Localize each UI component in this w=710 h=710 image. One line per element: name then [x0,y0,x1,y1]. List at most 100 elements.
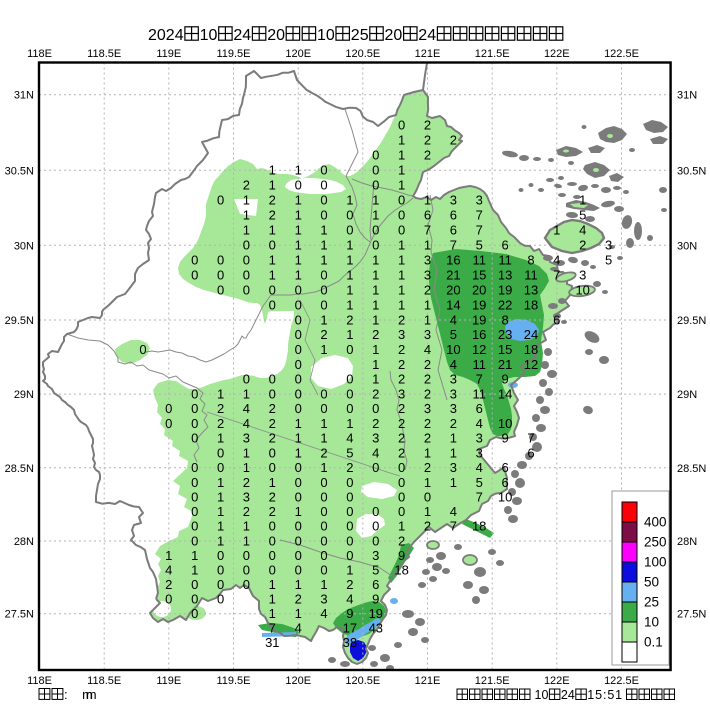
svg-text:0: 0 [243,253,250,268]
svg-text:1: 1 [424,297,431,312]
svg-text:29.5N: 29.5N [5,315,34,327]
svg-text:20: 20 [472,283,486,298]
svg-text:1: 1 [424,193,431,208]
svg-text:2: 2 [424,357,431,372]
svg-text:100: 100 [644,555,667,570]
svg-text:0: 0 [346,548,353,563]
svg-text:1: 1 [398,253,405,268]
svg-text:3: 3 [424,253,431,268]
svg-text:20: 20 [446,283,460,298]
svg-text:1: 1 [398,178,405,193]
svg-text:0: 0 [217,592,224,607]
svg-text:120E: 120E [285,675,311,687]
svg-text:0: 0 [295,533,302,548]
svg-text:4: 4 [424,342,431,357]
svg-text:0: 0 [372,223,379,238]
svg-text:mm: mm [82,687,97,702]
svg-text:1: 1 [295,431,302,446]
svg-text:18: 18 [472,519,486,534]
svg-text:6: 6 [501,460,508,475]
svg-text:118.5E: 118.5E [87,48,121,60]
svg-text:119.5E: 119.5E [216,48,250,60]
svg-text:1: 1 [398,148,405,163]
svg-text:16: 16 [446,253,460,268]
svg-text:122E: 122E [544,48,570,60]
svg-text:4: 4 [346,431,353,446]
svg-text:11: 11 [472,386,486,401]
svg-text:0: 0 [191,504,198,519]
svg-text:1: 1 [191,562,198,577]
svg-text:1: 1 [295,238,302,253]
svg-text:2: 2 [398,342,405,357]
svg-text:0: 0 [269,533,276,548]
svg-text:2: 2 [243,178,250,193]
svg-text:2: 2 [424,386,431,401]
svg-text:1: 1 [243,445,250,460]
svg-text:30.5N: 30.5N [677,165,706,177]
svg-text:8: 8 [527,253,534,268]
svg-text:1: 1 [424,238,431,253]
svg-text:3: 3 [398,386,405,401]
svg-text:0: 0 [320,475,327,490]
svg-text:1: 1 [217,519,224,534]
svg-text:10: 10 [200,27,218,44]
svg-text:0: 0 [243,562,250,577]
svg-text:1: 1 [191,548,198,563]
svg-text:19: 19 [498,283,512,298]
svg-text:0: 0 [295,312,302,327]
svg-text:0: 0 [217,268,224,283]
svg-text:0: 0 [269,297,276,312]
svg-text:31N: 31N [677,90,697,102]
svg-text:14: 14 [446,297,460,312]
svg-text:31: 31 [265,635,279,650]
svg-text:1: 1 [295,445,302,460]
svg-text:0: 0 [191,475,198,490]
svg-text:4: 4 [450,357,457,372]
svg-text:0: 0 [191,401,198,416]
svg-text:1: 1 [269,268,276,283]
svg-text:0: 0 [243,577,250,592]
svg-text:120E: 120E [285,48,311,60]
svg-text:1: 1 [372,372,379,387]
svg-text:1: 1 [450,475,457,490]
svg-text:2: 2 [398,357,405,372]
svg-text:0: 0 [191,489,198,504]
svg-text:22: 22 [498,297,512,312]
svg-text:0: 0 [269,283,276,298]
svg-text:7: 7 [553,268,560,283]
svg-text:1: 1 [217,533,224,548]
svg-text:5: 5 [476,238,483,253]
svg-text:0: 0 [165,401,172,416]
svg-text:1: 1 [553,223,560,238]
svg-text:0: 0 [295,548,302,563]
svg-text:1: 1 [243,533,250,548]
svg-text:4: 4 [295,621,302,636]
svg-text:0: 0 [295,283,302,298]
svg-text:119E: 119E [156,675,181,687]
svg-text:0: 0 [398,208,405,223]
svg-text:0: 0 [217,193,224,208]
svg-text:1: 1 [320,253,327,268]
svg-text:1: 1 [295,253,302,268]
svg-text:0: 0 [398,223,405,238]
svg-text:3: 3 [476,431,483,446]
svg-text:10: 10 [535,688,549,702]
svg-text:28N: 28N [14,536,34,548]
svg-text:18: 18 [524,342,538,357]
svg-text:0: 0 [346,208,353,223]
svg-text:2: 2 [372,327,379,342]
svg-text:1: 1 [398,297,405,312]
svg-text:1: 1 [372,283,379,298]
svg-text:0: 0 [217,445,224,460]
svg-text:9: 9 [372,592,379,607]
svg-text:2: 2 [295,592,302,607]
svg-text:0: 0 [295,327,302,342]
svg-text:118.5E: 118.5E [87,675,121,687]
svg-text:1: 1 [372,268,379,283]
svg-text:7: 7 [527,431,534,446]
svg-text:1: 1 [346,562,353,577]
svg-text:15: 15 [472,268,486,283]
svg-text:1: 1 [346,297,353,312]
svg-text:1: 1 [243,460,250,475]
svg-text:3: 3 [398,327,405,342]
